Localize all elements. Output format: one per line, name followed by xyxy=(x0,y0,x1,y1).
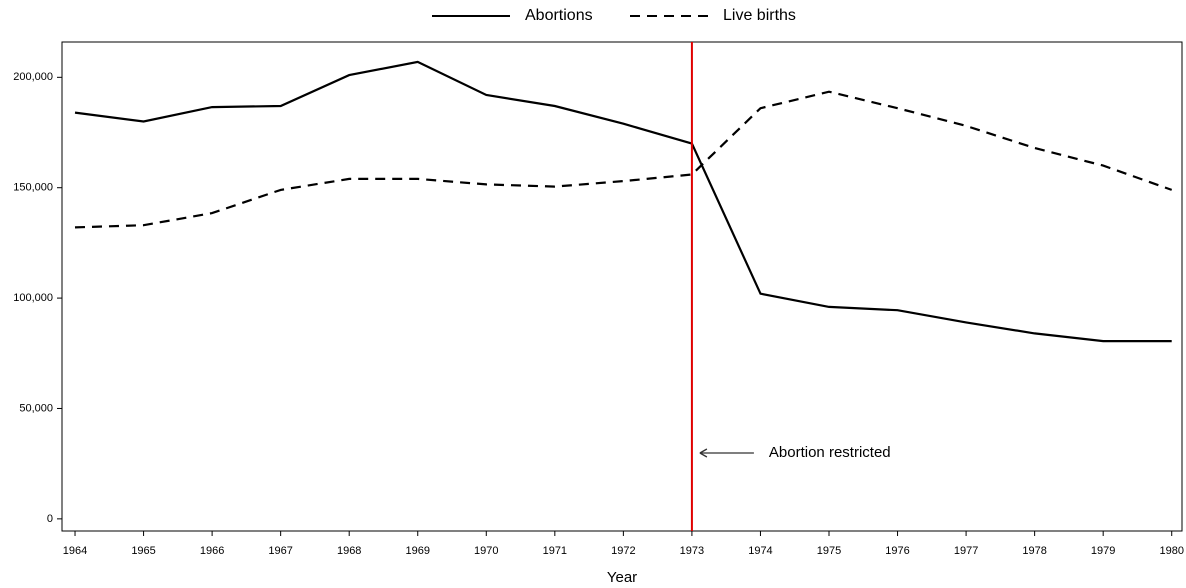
plot-frame xyxy=(61,41,1183,532)
x-tick-label: 1968 xyxy=(337,545,361,557)
y-tick-label: 150,000 xyxy=(13,182,53,194)
y-tick-label: 50,000 xyxy=(19,402,53,414)
series-line xyxy=(74,60,1172,343)
x-tick-label: 1976 xyxy=(885,545,909,557)
x-tick-label: 1974 xyxy=(748,545,772,557)
x-tick-label: 1964 xyxy=(63,545,87,557)
x-tick-label: 1967 xyxy=(268,545,292,557)
y-tick-label: 100,000 xyxy=(13,292,53,304)
x-tick-label: 1966 xyxy=(200,545,224,557)
x-tick-label: 1973 xyxy=(680,545,704,557)
x-tick-label: 1978 xyxy=(1022,545,1046,557)
x-tick-label: 1979 xyxy=(1091,545,1115,557)
x-tick-label: 1977 xyxy=(954,545,978,557)
annotation-arrowhead xyxy=(699,448,708,458)
y-tick-label: 200,000 xyxy=(13,71,53,83)
x-tick-label: 1970 xyxy=(474,545,498,557)
x-tick-label: 1965 xyxy=(131,545,155,557)
legend-label: Live births xyxy=(723,7,796,24)
annotation-text: Abortion restricted xyxy=(769,444,891,461)
x-tick-label: 1980 xyxy=(1159,545,1183,557)
x-tick-label: 1969 xyxy=(405,545,429,557)
series-line xyxy=(74,90,1173,229)
x-tick-label: 1975 xyxy=(817,545,841,557)
x-tick-label: 1971 xyxy=(543,545,567,557)
x-tick-label: 1972 xyxy=(611,545,635,557)
legend-label: Abortions xyxy=(525,7,593,24)
y-tick-label: 0 xyxy=(47,513,53,525)
x-axis-label: Year xyxy=(607,569,637,586)
